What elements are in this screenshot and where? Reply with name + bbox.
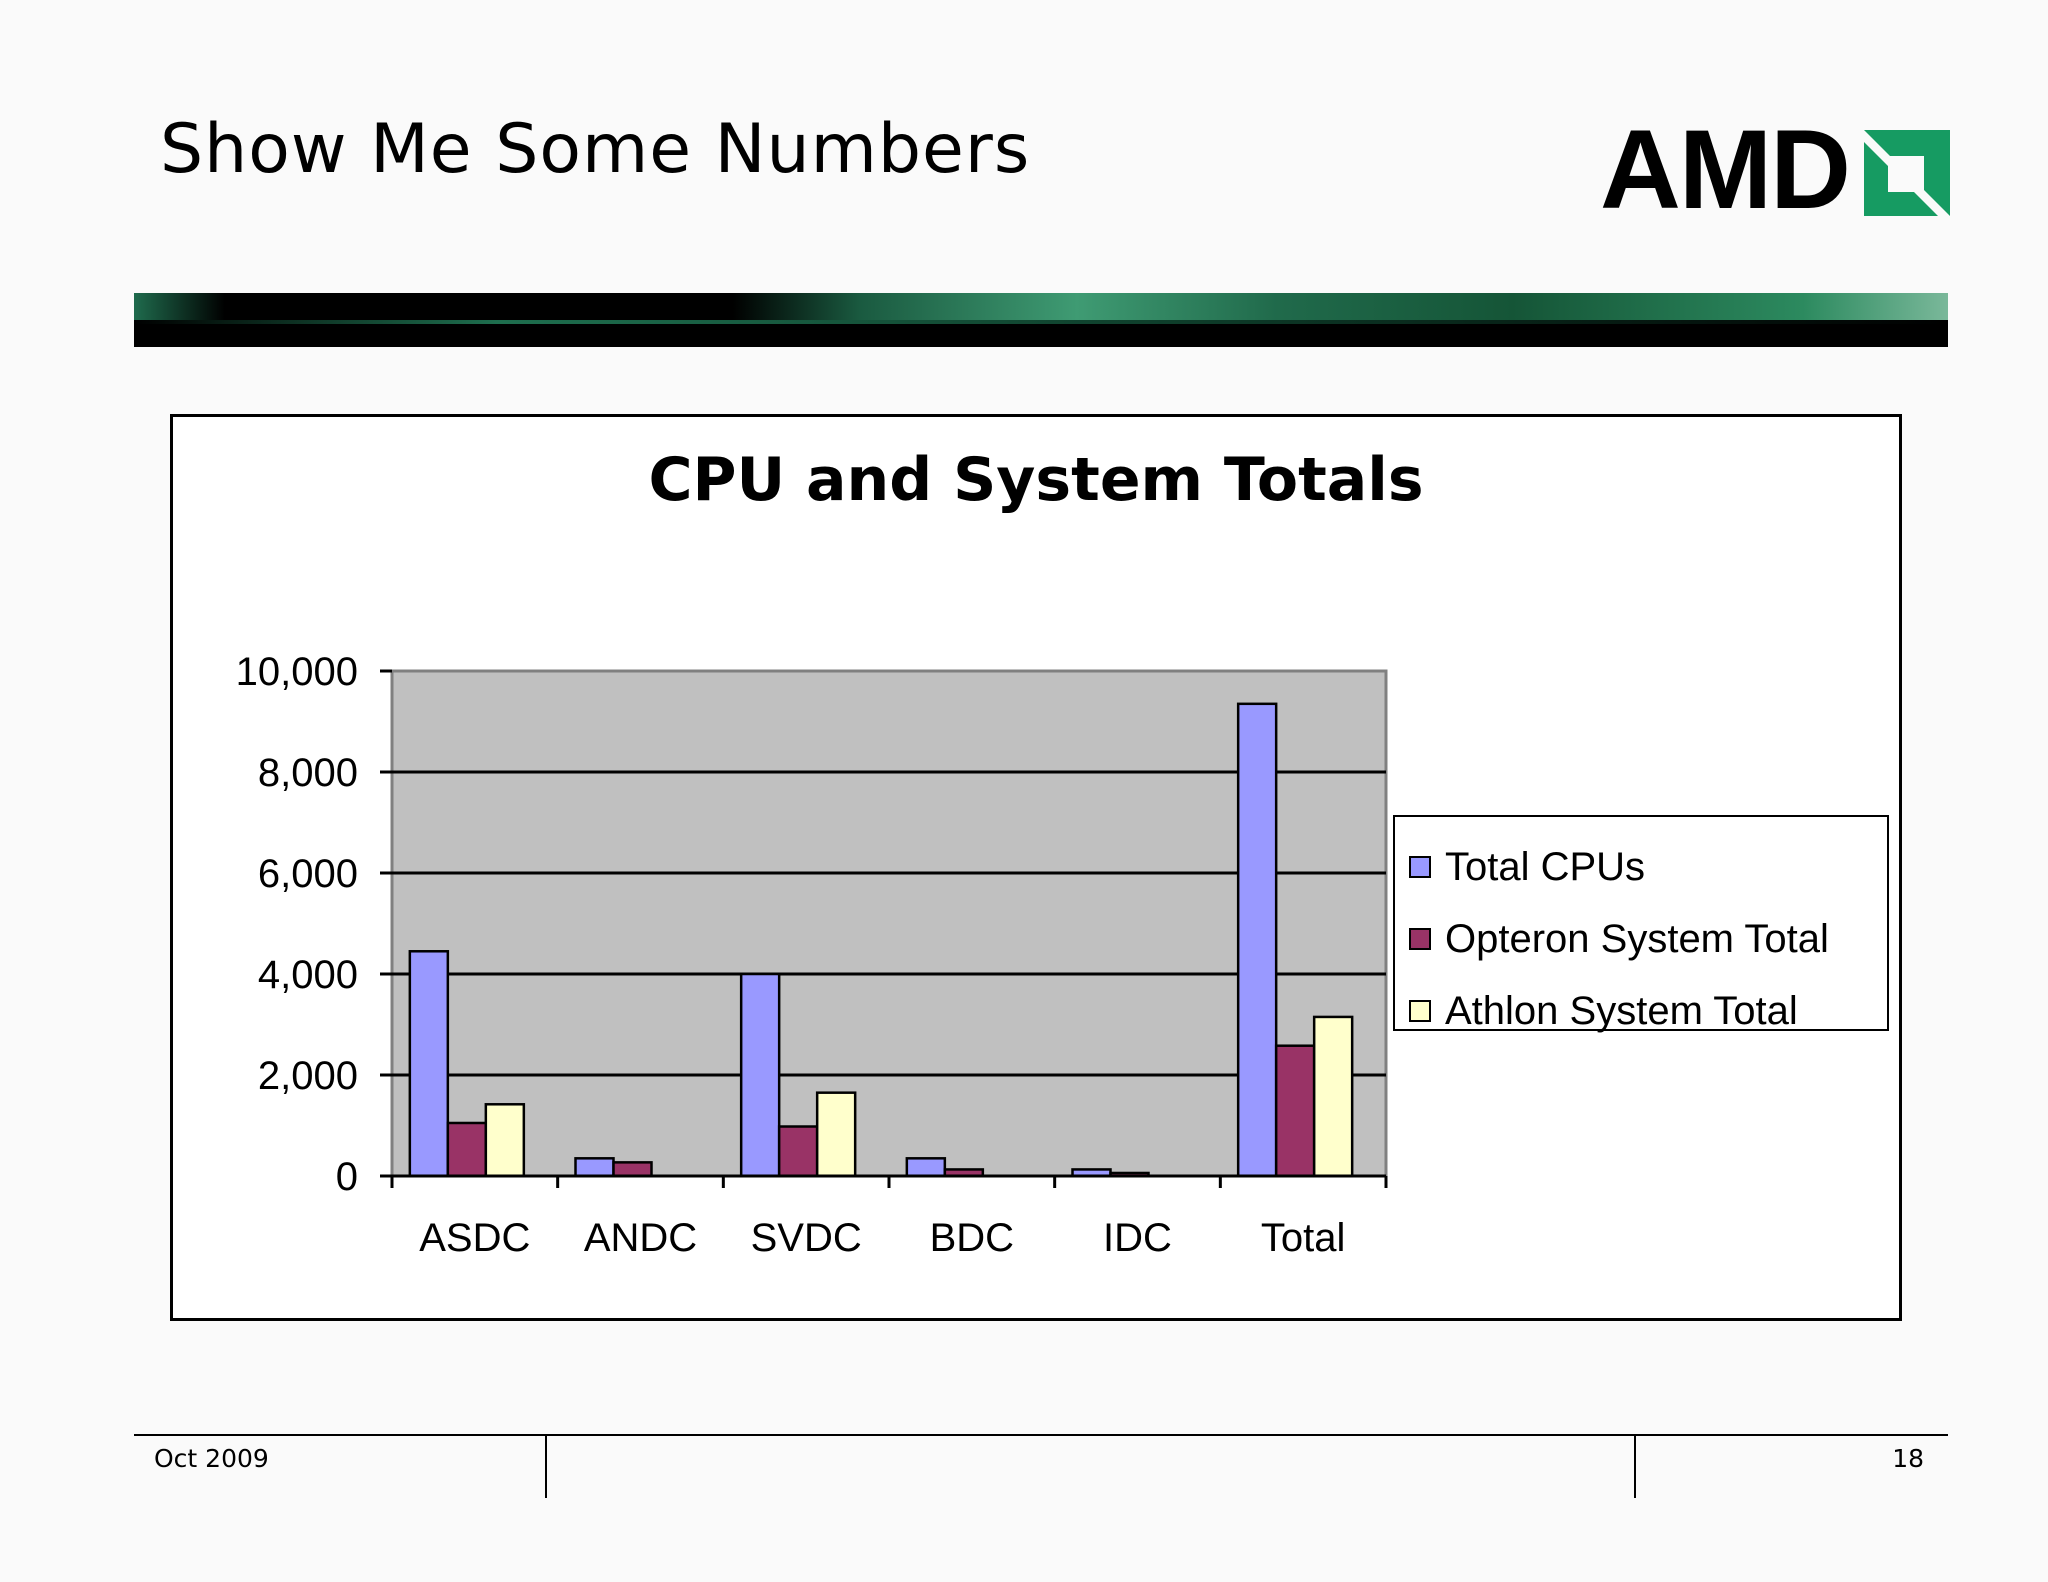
bar: [905, 1157, 947, 1178]
legend-item-athlon: Athlon System Total: [1409, 981, 1798, 1041]
amd-arrow-icon: [1864, 130, 1950, 216]
footer-separator: [545, 1434, 547, 1498]
bar: [484, 1103, 526, 1178]
slide-title: Show Me Some Numbers: [160, 110, 1031, 189]
legend-label: Athlon System Total: [1445, 988, 1798, 1033]
page-number: 18: [1892, 1444, 1924, 1473]
x-tick-label: Total: [1261, 1216, 1346, 1260]
bar: [574, 1157, 615, 1178]
legend-item-total-cpus: Total CPUs: [1409, 837, 1645, 897]
bar: [612, 1161, 653, 1178]
header-band: [134, 293, 1948, 347]
amd-logo: AMD: [1600, 114, 1950, 226]
bar-chart: 0 2,000 4,000 6,000 8,000 10,000 ASDC ANDC SVDC B…: [236, 650, 1388, 1260]
bar: [1312, 1015, 1354, 1178]
x-tick-label: ASDC: [419, 1216, 530, 1260]
footer-date: Oct 2009: [154, 1444, 269, 1473]
bar: [1236, 702, 1278, 1178]
y-tick-label: 2,000: [258, 1054, 358, 1098]
footer-separator: [1634, 1434, 1636, 1498]
y-tick-label: 10,000: [236, 650, 358, 694]
bar: [1274, 1044, 1316, 1178]
amd-logo-text: AMD: [1600, 107, 1851, 232]
y-tick-label: 6,000: [258, 852, 358, 896]
y-tick-label: 4,000: [258, 953, 358, 997]
legend-swatch-opteron: [1409, 928, 1431, 950]
legend-label: Opteron System Total: [1445, 916, 1829, 961]
chart-legend: Total CPUs Opteron System Total Athlon S…: [1393, 815, 1889, 1033]
bar: [739, 972, 781, 1178]
y-tick-label: 8,000: [258, 751, 358, 795]
legend-item-opteron: Opteron System Total: [1409, 909, 1829, 969]
legend-swatch-total-cpus: [1409, 856, 1431, 878]
legend-swatch-athlon: [1409, 1000, 1431, 1022]
bar: [815, 1091, 857, 1178]
x-tick-label: SVDC: [751, 1216, 862, 1260]
bar: [446, 1121, 488, 1178]
x-tick-label: ANDC: [584, 1216, 697, 1260]
footer-divider: [134, 1434, 1948, 1436]
chart-frame: CPU and System Totals 0 2,000 4,000 6,000 8,…: [170, 414, 1902, 1321]
bar: [408, 950, 450, 1178]
bar: [777, 1125, 819, 1178]
legend-label: Total CPUs: [1445, 844, 1646, 889]
y-tick-label: 0: [336, 1155, 358, 1199]
x-tick-label: IDC: [1103, 1216, 1172, 1260]
plot-area: [390, 669, 1388, 1178]
chart-title: CPU and System Totals: [648, 445, 1424, 515]
x-tick-label: BDC: [930, 1216, 1014, 1260]
